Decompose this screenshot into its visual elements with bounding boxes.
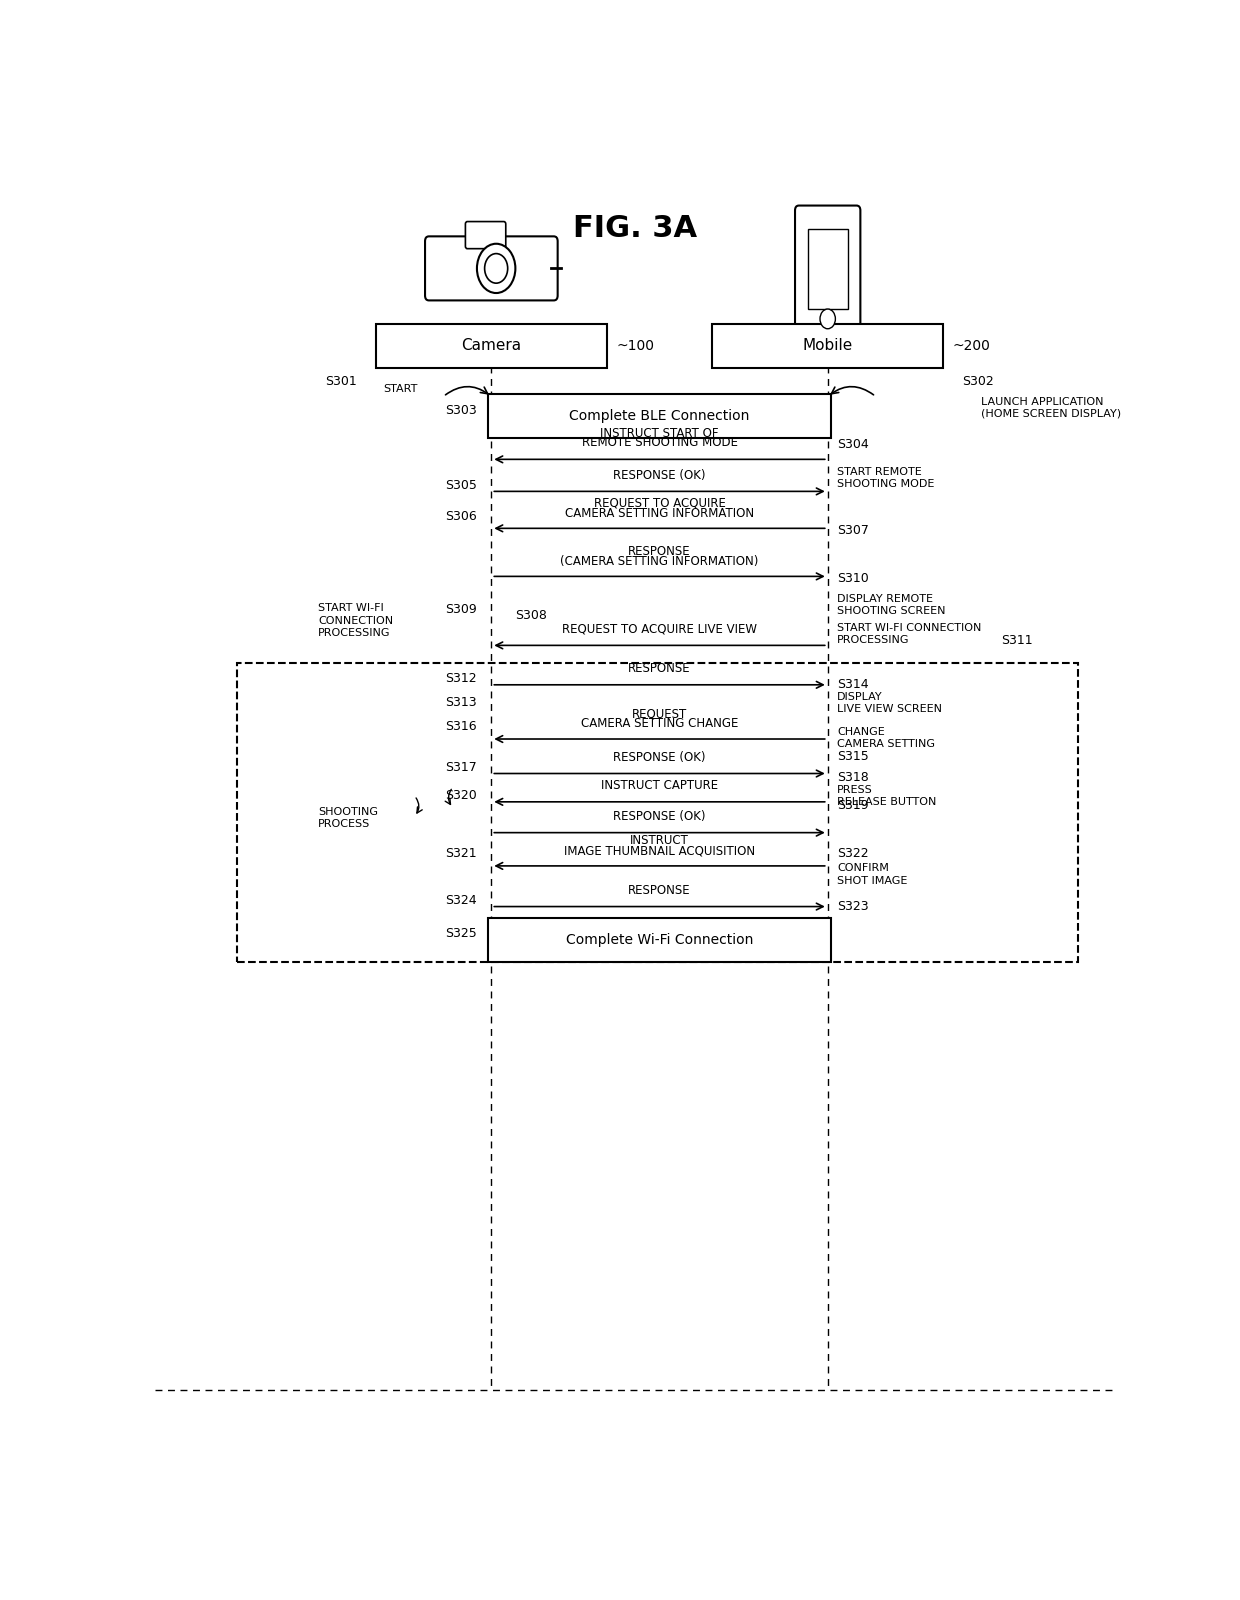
Text: S308: S308 [516,610,547,622]
Text: S306: S306 [445,509,477,523]
Text: START WI-FI: START WI-FI [319,603,384,613]
Text: S316: S316 [445,720,477,733]
Text: FIG. 3A: FIG. 3A [573,214,698,243]
Text: DISPLAY: DISPLAY [837,693,883,702]
Circle shape [477,243,516,293]
FancyBboxPatch shape [795,205,861,339]
Text: SHOOTING: SHOOTING [319,806,378,816]
Text: RESPONSE: RESPONSE [629,883,691,896]
Text: RELEASE BUTTON: RELEASE BUTTON [837,797,936,806]
Text: Camera: Camera [461,339,521,354]
Text: RESPONSE (OK): RESPONSE (OK) [614,810,706,822]
Text: Complete BLE Connection: Complete BLE Connection [569,410,750,424]
Text: S317: S317 [445,762,477,774]
FancyBboxPatch shape [465,221,506,248]
Text: DISPLAY REMOTE: DISPLAY REMOTE [837,594,934,603]
Text: REQUEST TO ACQUIRE: REQUEST TO ACQUIRE [594,498,725,510]
Text: REMOTE SHOOTING MODE: REMOTE SHOOTING MODE [582,437,738,450]
Text: S321: S321 [445,846,477,861]
Text: START REMOTE: START REMOTE [837,467,923,477]
Text: S305: S305 [445,478,477,491]
Text: S315: S315 [837,750,869,763]
Text: ~200: ~200 [952,339,991,354]
Text: S312: S312 [445,672,477,685]
Text: CAMERA SETTING: CAMERA SETTING [837,739,935,749]
Text: CAMERA SETTING INFORMATION: CAMERA SETTING INFORMATION [565,507,754,520]
Text: CONFIRM: CONFIRM [837,864,889,874]
Text: INSTRUCT START OF: INSTRUCT START OF [600,427,719,440]
Circle shape [820,309,836,328]
Text: CHANGE: CHANGE [837,726,885,736]
Text: S325: S325 [445,926,477,941]
Text: INSTRUCT CAPTURE: INSTRUCT CAPTURE [601,779,718,792]
Text: CONNECTION: CONNECTION [319,616,393,626]
Text: SHOOTING MODE: SHOOTING MODE [837,478,935,490]
Text: Mobile: Mobile [802,339,853,354]
FancyBboxPatch shape [807,229,848,309]
FancyBboxPatch shape [425,237,558,301]
Text: (CAMERA SETTING INFORMATION): (CAMERA SETTING INFORMATION) [560,555,759,568]
FancyBboxPatch shape [489,394,831,438]
Text: S307: S307 [837,525,869,538]
Text: IMAGE THUMBNAIL ACQUISITION: IMAGE THUMBNAIL ACQUISITION [564,845,755,858]
Text: S320: S320 [445,789,477,802]
Text: LIVE VIEW SCREEN: LIVE VIEW SCREEN [837,704,942,715]
Text: S304: S304 [837,438,869,451]
Text: S319: S319 [837,798,869,813]
FancyBboxPatch shape [712,323,942,368]
Text: S310: S310 [837,573,869,586]
Text: REQUEST TO ACQUIRE LIVE VIEW: REQUEST TO ACQUIRE LIVE VIEW [562,622,758,635]
Text: S314: S314 [837,678,869,691]
Text: RESPONSE (OK): RESPONSE (OK) [614,750,706,763]
Text: SHOT IMAGE: SHOT IMAGE [837,875,908,886]
Text: S301: S301 [325,376,357,389]
FancyBboxPatch shape [376,323,606,368]
Text: S302: S302 [962,376,994,389]
Text: S303: S303 [445,403,477,416]
Text: RESPONSE: RESPONSE [629,662,691,675]
Text: PRESS: PRESS [837,784,873,795]
Text: S318: S318 [837,771,869,784]
Text: START WI-FI CONNECTION: START WI-FI CONNECTION [837,622,982,634]
Text: START: START [383,384,417,394]
Text: REQUEST: REQUEST [632,707,687,720]
Text: S309: S309 [445,603,477,616]
Text: S322: S322 [837,846,869,861]
Text: SHOOTING SCREEN: SHOOTING SCREEN [837,606,946,616]
Text: Complete Wi-Fi Connection: Complete Wi-Fi Connection [565,933,753,947]
Text: ~100: ~100 [616,339,655,354]
Text: LAUNCH APPLICATION
(HOME SCREEN DISPLAY): LAUNCH APPLICATION (HOME SCREEN DISPLAY) [982,397,1122,418]
Text: PROCESSING: PROCESSING [837,635,910,645]
Text: PROCESS: PROCESS [319,819,371,829]
Text: RESPONSE (OK): RESPONSE (OK) [614,469,706,482]
FancyBboxPatch shape [489,918,831,962]
Circle shape [485,253,507,283]
Text: PROCESSING: PROCESSING [319,629,391,638]
Text: S311: S311 [1001,634,1033,646]
Text: S313: S313 [445,696,477,709]
Text: S323: S323 [837,901,869,914]
Text: S324: S324 [445,894,477,907]
Text: RESPONSE: RESPONSE [629,546,691,558]
Text: CAMERA SETTING CHANGE: CAMERA SETTING CHANGE [580,717,738,730]
Text: INSTRUCT: INSTRUCT [630,835,689,848]
